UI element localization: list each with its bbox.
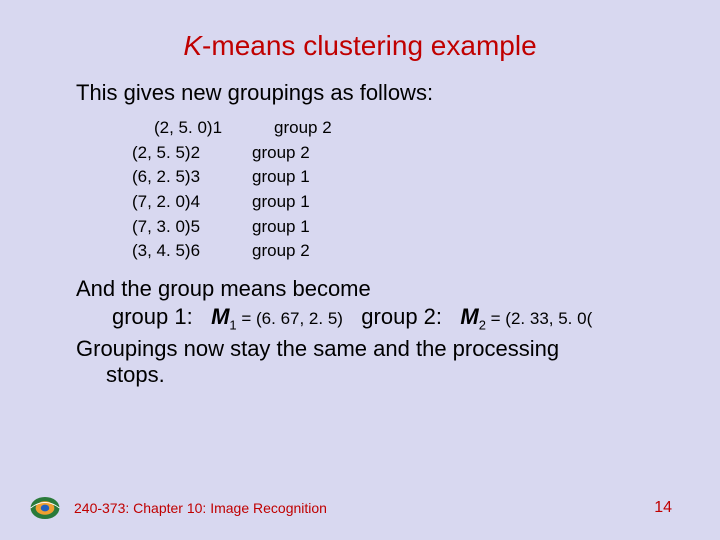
group1-label: group 1: (112, 304, 193, 329)
footer-logo-icon (28, 494, 62, 522)
point-group: group 1 (252, 190, 310, 215)
point-row: (3, 4. 5)6 group 2 (132, 239, 672, 264)
point-row: (2, 5. 5)2 group 2 (132, 141, 672, 166)
intro-text: This gives new groupings as follows: (76, 80, 672, 106)
point-group: group 2 (274, 116, 332, 141)
point-coord: (2, 5. 5)2 (132, 141, 252, 166)
point-group: group 1 (252, 215, 310, 240)
means-intro: And the group means become (76, 276, 672, 302)
point-group: group 2 (252, 239, 310, 264)
point-group: group 1 (252, 165, 310, 190)
point-coord: (3, 4. 5)6 (132, 239, 252, 264)
point-coord: (7, 3. 0)5 (132, 215, 252, 240)
title-rest: -means clustering example (202, 30, 537, 61)
m2-val: = (2. 33, 5. 0( (486, 309, 592, 328)
point-row: (7, 3. 0)5 group 1 (132, 215, 672, 240)
m1-val: = (6. 67, 2. 5) (237, 309, 343, 328)
point-coord: (7, 2. 0)4 (132, 190, 252, 215)
page-number: 14 (654, 499, 672, 517)
point-row: (2, 5. 0)1 group 2 (154, 116, 672, 141)
conclusion-line1: Groupings now stay the same and the proc… (76, 336, 559, 361)
m1-sub: 1 (229, 317, 236, 332)
point-coord: (6, 2. 5)3 (132, 165, 252, 190)
title-k: K (183, 30, 202, 61)
conclusion: Groupings now stay the same and the proc… (76, 336, 672, 388)
point-group: group 2 (252, 141, 310, 166)
m1-var: M (211, 304, 229, 329)
point-coord: (2, 5. 0)1 (154, 116, 274, 141)
point-row: (6, 2. 5)3 group 1 (132, 165, 672, 190)
points-list: (2, 5. 0)1 group 2 (2, 5. 5)2 group 2 (6… (132, 116, 672, 264)
group2-label: group 2: (361, 304, 442, 329)
m2-var: M (460, 304, 478, 329)
slide-title: K-means clustering example (48, 30, 672, 62)
means-groups: group 1: M1 = (6. 67, 2. 5) group 2: M2 … (112, 304, 672, 332)
slide-footer: 240-373: Chapter 10: Image Recognition 1… (0, 494, 720, 522)
point-row: (7, 2. 0)4 group 1 (132, 190, 672, 215)
m2-sub: 2 (479, 317, 486, 332)
footer-text: 240-373: Chapter 10: Image Recognition (74, 500, 654, 516)
conclusion-line2: stops. (106, 362, 672, 388)
